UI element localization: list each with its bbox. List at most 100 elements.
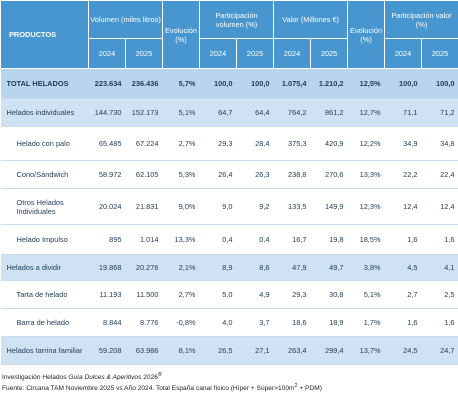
value-cell: 13,3% — [347, 160, 385, 189]
table-row: Helado Impulso 895 1.014 13,3% 0,4 0,4 16,7 19,… — [0, 224, 458, 255]
year-header: 2024 — [273, 38, 312, 69]
note-text: Fuente: Circana TAM Noviembre 2025 vs Añ… — [2, 385, 295, 393]
value-cell: 2,7 — [384, 280, 422, 309]
value-cell: 149,9 — [310, 188, 348, 225]
value-cell: 8.844 — [88, 308, 126, 337]
value-cell: 29,3 — [273, 280, 311, 309]
value-cell: 13,7% — [347, 336, 385, 365]
value-cell: 4,9 — [236, 280, 274, 309]
year-row: 2024 2025 2024 2025 2024 2025 2024 2025 — [1, 38, 458, 69]
value-cell: -0,8% — [162, 308, 200, 337]
value-cell: 24,5 — [384, 336, 422, 365]
value-cell: 28,4 — [236, 126, 274, 161]
value-cell: 4,0 — [199, 308, 237, 337]
value-cell: 5,3% — [162, 160, 200, 189]
note-text: 2 — [294, 383, 298, 390]
value-cell: 1,6 — [421, 308, 458, 337]
table-row: Helados tarrina familiar 59.208 63.986 8,1%… — [0, 336, 458, 365]
value-cell: 21.831 — [125, 188, 163, 225]
product-cell: Cono/Sándwich — [0, 160, 89, 189]
value-cell: 263,4 — [273, 336, 311, 365]
value-cell: 26,4 — [199, 160, 237, 189]
value-cell: 2,7% — [162, 280, 200, 309]
value-cell: 100,0 — [199, 68, 237, 99]
value-cell: 71,2 — [421, 98, 458, 127]
table-row: Tarta de helado 11.193 11.500 2,7% 5,0 4,9 29,… — [0, 280, 458, 309]
value-cell: 3,8% — [347, 254, 385, 281]
table-row: Otros Helados Individuales 20.024 21.831 9,… — [0, 188, 458, 225]
value-cell: 9,0 — [199, 188, 237, 225]
product-cell: Helados individuales — [0, 98, 89, 127]
value-cell: 65.485 — [88, 126, 126, 161]
value-cell: 22,4 — [421, 160, 458, 189]
value-cell: 1,7% — [347, 308, 385, 337]
value-cell: 16,7 — [273, 224, 311, 255]
value-cell: 1,6 — [384, 224, 422, 255]
year-header: 2025 — [236, 38, 275, 69]
year-header: 2025 — [310, 38, 349, 69]
value-cell: 64,7 — [199, 98, 237, 127]
table-row: Helados a dividir 19.868 20.276 2,1% 8,9 8,6 4… — [0, 254, 458, 281]
value-cell: 3,7 — [236, 308, 274, 337]
value-cell: 24,7 — [421, 336, 458, 365]
product-cell: Helado Impulso — [0, 224, 89, 255]
value-cell: 8,1% — [162, 336, 200, 365]
value-cell: 12,3% — [347, 188, 385, 225]
header-cell: Participación volumen (%) — [199, 0, 275, 39]
value-cell: 895 — [88, 224, 126, 255]
value-cell: 11.193 — [88, 280, 126, 309]
table-row: Cono/Sándwich 58.972 62.105 5,3% 26,4 26,3 238… — [0, 160, 458, 189]
value-cell: 375,3 — [273, 126, 311, 161]
footnote-line: Fuente: Circana TAM Noviembre 2025 vs Añ… — [2, 382, 456, 393]
value-cell: 11.500 — [125, 280, 163, 309]
value-cell: 1,6 — [421, 224, 458, 255]
value-cell: 34,9 — [384, 126, 422, 161]
product-cell: Helados tarrina familiar — [0, 336, 89, 365]
value-cell: 12,7% — [347, 98, 385, 127]
value-cell: 20.024 — [88, 188, 126, 225]
value-cell: 12,5% — [347, 68, 385, 99]
value-cell: 5,1% — [162, 98, 200, 127]
value-cell: 223.634 — [88, 68, 126, 99]
value-cell: 133,5 — [273, 188, 311, 225]
value-cell: 13,3% — [162, 224, 200, 255]
value-cell: 12,2% — [347, 126, 385, 161]
value-cell: 5,1% — [347, 280, 385, 309]
value-cell: 2,5 — [421, 280, 458, 309]
note-text: + PDM) — [297, 385, 322, 393]
value-cell: 47,9 — [273, 254, 311, 281]
value-cell: 0,4 — [199, 224, 237, 255]
value-cell: 4,1 — [421, 254, 458, 281]
value-cell: 764,2 — [273, 98, 311, 127]
value-cell: 18,9 — [310, 308, 348, 337]
value-cell: 64,4 — [236, 98, 274, 127]
value-cell: 12,4 — [421, 188, 458, 225]
product-cell: TOTAL HELADOS — [0, 68, 89, 99]
value-cell: 5,0 — [199, 280, 237, 309]
value-cell: 62.105 — [125, 160, 163, 189]
value-cell: 299,4 — [310, 336, 348, 365]
value-cell: 71,1 — [384, 98, 422, 127]
footnote-line: Investigación Helados Guía Dulces & Aper… — [2, 371, 456, 382]
header-cell: Valor (Millones €) — [273, 0, 349, 39]
table-body: TOTAL HELADOS 223.634 236.436 5,7% 100,0 100,… — [0, 68, 458, 365]
value-cell: 1,6 — [384, 308, 422, 337]
value-cell: 238,8 — [273, 160, 311, 189]
year-header: 2025 — [124, 38, 164, 69]
value-cell: 1.075,4 — [273, 68, 311, 99]
header-cell: Participación valor (%) — [384, 0, 458, 39]
value-cell: 30,8 — [310, 280, 348, 309]
footnote: Investigación Helados Guía Dulces & Aper… — [0, 365, 458, 393]
value-cell: 420,9 — [310, 126, 348, 161]
value-cell: 22,2 — [384, 160, 422, 189]
value-cell: 152.173 — [125, 98, 163, 127]
value-cell: 100,0 — [236, 68, 274, 99]
value-cell: 9,0% — [162, 188, 200, 225]
value-cell: 19,8 — [310, 224, 348, 255]
value-cell: 63.986 — [125, 336, 163, 365]
value-cell: 18,6 — [273, 308, 311, 337]
value-cell: 26,3 — [236, 160, 274, 189]
product-cell: Helados a dividir — [0, 254, 89, 281]
product-cell: Helado con palo — [0, 126, 89, 161]
year-header: 2024 — [384, 38, 423, 69]
